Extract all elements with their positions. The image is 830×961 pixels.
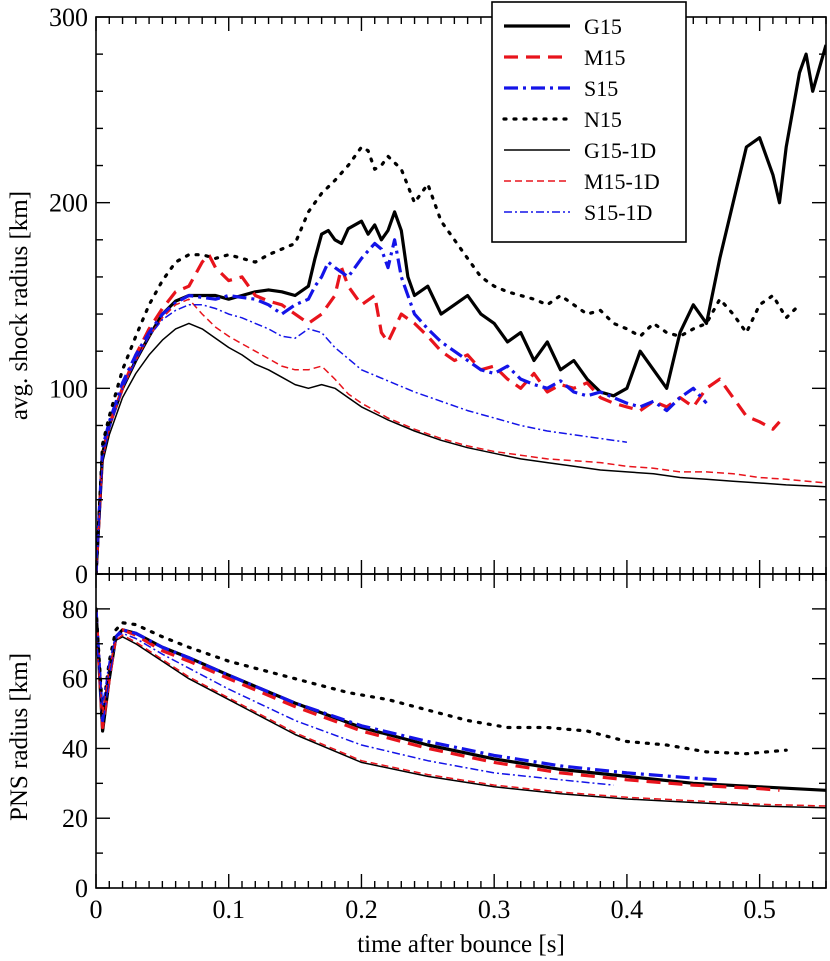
top-series-g15 <box>96 44 826 574</box>
top-y-tick-label: 0 <box>75 560 88 589</box>
top-series-g15-1d <box>96 322 826 574</box>
bottom-series-m15-1d <box>96 634 826 807</box>
top-series-n15 <box>96 145 802 574</box>
legend: G15 M15 S15 N15 G15-1D M15-1D S15-1D <box>491 1 687 243</box>
legend-label-g15: G15 <box>584 14 622 39</box>
bottom-series-s15-1d <box>96 632 614 786</box>
x-tick-label: 0.4 <box>611 895 644 924</box>
bottom-y-tick-label: 40 <box>62 734 88 763</box>
bottom-y-tick-label: 80 <box>62 595 88 624</box>
legend-label-n15: N15 <box>584 107 622 132</box>
legend-label-m15-1d: M15-1D <box>584 169 660 194</box>
bottom-y-tick-label: 0 <box>75 874 88 903</box>
x-tick-label: 0 <box>90 895 103 924</box>
bottom-y-tick-label: 60 <box>62 665 88 694</box>
top-series-s15-1d <box>96 304 628 574</box>
top-y-tick-label: 100 <box>49 374 88 403</box>
legend-label-m15: M15 <box>584 45 626 70</box>
top-series-s15 <box>96 238 708 574</box>
legend-label-s15-1d: S15-1D <box>584 200 652 225</box>
panel-frames <box>95 16 827 889</box>
bottom-y-axis-label: PNS radius [km] <box>6 653 33 821</box>
top-series-m15 <box>96 253 781 574</box>
x-tick-label: 0.1 <box>212 895 245 924</box>
legend-box <box>491 1 687 243</box>
top-y-tick-label: 300 <box>49 3 88 32</box>
x-tick-label: 0.2 <box>345 895 378 924</box>
top-y-tick-label: 200 <box>49 189 88 218</box>
legend-label-s15: S15 <box>584 76 618 101</box>
x-tick-label: 0.3 <box>478 895 511 924</box>
x-tick-label: 0.5 <box>743 895 776 924</box>
top-y-axis-label: avg. shock radius [km] <box>6 191 33 420</box>
bottom-y-tick-label: 20 <box>62 804 88 833</box>
bottom-panel-series <box>96 607 826 809</box>
top-panel-series <box>96 44 826 574</box>
x-axis-label: time after bounce [s] <box>357 931 565 958</box>
top-series-m15-1d <box>96 298 826 574</box>
legend-label-g15-1d: G15-1D <box>584 138 656 163</box>
bottom-panel-frame <box>95 573 827 889</box>
tick-labels: 0 100 200 300 0 20 40 60 80 0 0.1 0.2 0.3 0.4 0.5 <box>49 3 776 924</box>
